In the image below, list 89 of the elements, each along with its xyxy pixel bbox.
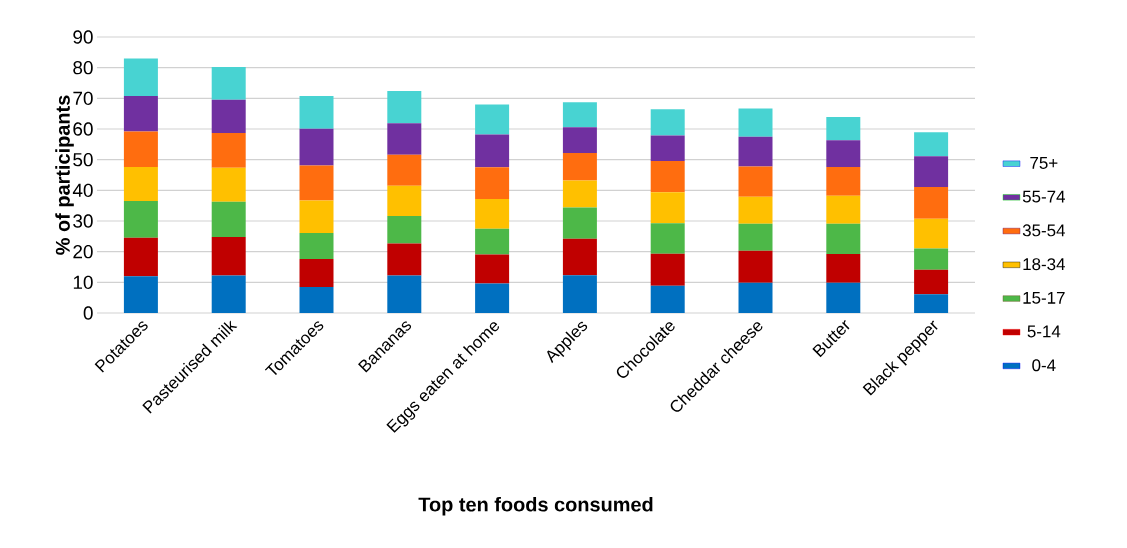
bar [211, 236, 246, 276]
bar [211, 167, 246, 202]
bar [826, 282, 861, 313]
bar [738, 282, 773, 313]
legend-label: 5-14 [1027, 325, 1061, 338]
bar [562, 238, 597, 276]
bar [914, 294, 949, 313]
legend-label: 35-54 [1022, 224, 1065, 237]
bar [299, 95, 334, 129]
bar [475, 198, 510, 229]
bar [387, 154, 422, 186]
bar [562, 102, 597, 128]
bar [299, 128, 334, 166]
y-tick-label: 70 [73, 91, 93, 106]
bar [914, 156, 949, 187]
bar [211, 67, 246, 100]
bar [650, 285, 685, 313]
bar [914, 186, 949, 219]
bar [387, 243, 422, 276]
bar [826, 223, 861, 255]
bar [475, 228, 510, 255]
legend-label: 55-74 [1022, 190, 1065, 203]
bar [123, 95, 158, 132]
bar [562, 180, 597, 208]
legend-label: 15-17 [1023, 291, 1065, 304]
bar [826, 195, 861, 224]
bar [562, 127, 597, 153]
bar [299, 286, 334, 313]
bar [650, 192, 685, 224]
bar [914, 218, 949, 249]
bar [650, 223, 685, 254]
bar [211, 201, 246, 237]
bar [299, 200, 334, 233]
bar [562, 152, 597, 181]
bar [211, 99, 246, 133]
bar [738, 166, 773, 197]
bar [475, 283, 510, 313]
y-tick-label: 50 [73, 152, 93, 167]
bar [123, 167, 158, 202]
y-tick-label: 10 [73, 275, 93, 290]
bar [650, 160, 685, 193]
bar [914, 132, 949, 157]
bar [475, 254, 510, 284]
bar [738, 136, 773, 167]
legend-label: 0-4 [1032, 359, 1056, 372]
bar [914, 269, 949, 295]
bar [387, 185, 422, 217]
y-tick-label: 60 [73, 122, 93, 136]
bar [826, 254, 861, 283]
bar [914, 248, 949, 270]
bar [650, 253, 685, 286]
bar [650, 109, 685, 136]
bar [650, 135, 685, 161]
bar [826, 117, 861, 141]
bar [123, 201, 158, 238]
bar [211, 275, 246, 313]
legend-label: 75+ [1030, 157, 1058, 169]
bar [299, 165, 334, 201]
legend-label: 18-34 [1023, 258, 1065, 271]
y-tick-label: 30 [73, 214, 93, 228]
bar [123, 58, 158, 96]
bar [738, 223, 773, 251]
bar [562, 275, 597, 313]
bar [299, 259, 334, 287]
bar [387, 123, 422, 155]
y-tick-label: 0 [83, 306, 93, 320]
bar [475, 104, 510, 135]
bar [299, 232, 334, 260]
bar [387, 216, 422, 244]
bar [123, 276, 158, 313]
y-tick-label: 20 [73, 244, 93, 259]
bar [475, 134, 510, 168]
y-tick-label: 80 [73, 60, 93, 75]
y-tick-label: 90 [73, 30, 93, 44]
bar [387, 90, 422, 124]
bar [738, 108, 773, 137]
y-axis-title: % of participants [55, 95, 74, 255]
bar [211, 132, 246, 168]
bar [826, 140, 861, 168]
bar [475, 167, 510, 199]
bar [826, 167, 861, 196]
bar [123, 131, 158, 168]
y-tick-label: 40 [72, 183, 93, 198]
bar [738, 196, 773, 224]
bar [562, 207, 597, 239]
bar [123, 237, 158, 277]
x-axis-title: Top ten foods consumed [418, 496, 653, 516]
bar [387, 275, 422, 313]
bar [738, 250, 773, 283]
